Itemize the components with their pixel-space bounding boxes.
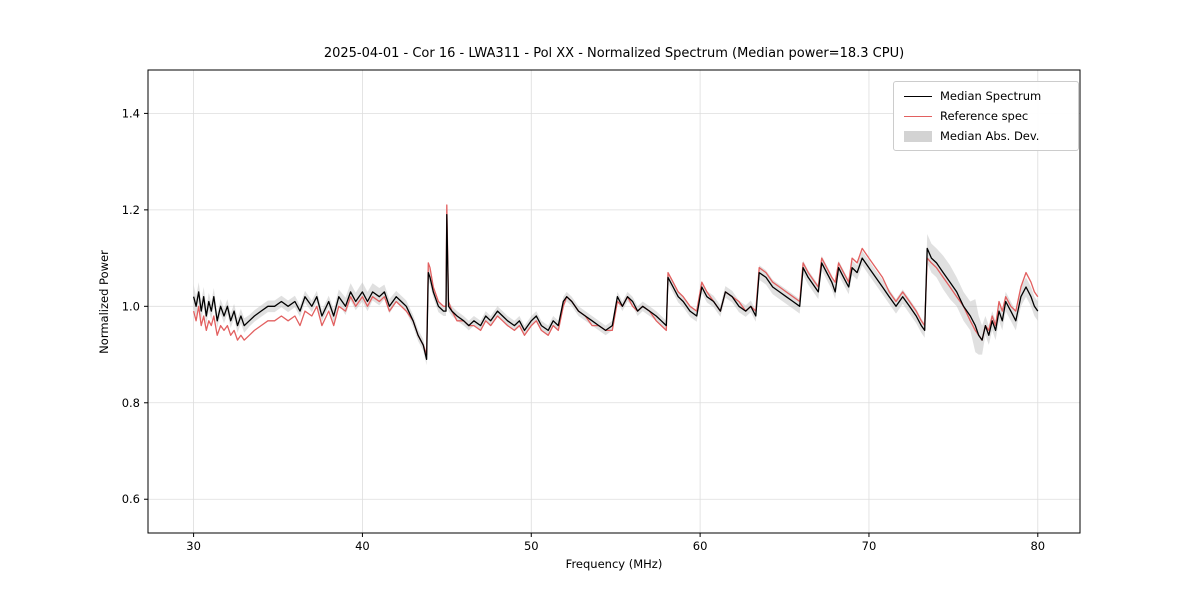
legend-label-median: Median Spectrum [940,89,1042,103]
legend-item-mad: Median Abs. Dev. [904,129,1068,143]
legend-item-median: Median Spectrum [904,89,1068,103]
tick-labels: 30 40 50 60 70 80 0.6 0.8 1.0 1.2 1.4 [122,106,1045,553]
chart-title: 2025-04-01 - Cor 16 - LWA311 - Pol XX - … [323,46,905,61]
x-tick-label: 80 [1030,539,1045,553]
y-tick-label: 1.4 [122,106,140,120]
mad-band-swatch [904,130,932,142]
y-tick-label: 1.0 [122,299,140,313]
x-tick-label: 30 [186,539,201,553]
legend-label-mad: Median Abs. Dev. [940,129,1040,143]
y-axis-label: Normalized Power [97,250,111,354]
x-tick-label: 60 [693,539,708,553]
y-tick-label: 1.2 [122,203,140,217]
y-tick-label: 0.8 [122,396,140,410]
reference-line [192,204,1039,356]
median-line [192,214,1039,361]
y-tick-label: 0.6 [122,492,140,506]
plot-border [147,69,1081,534]
median-line-swatch [904,95,932,97]
legend-label-reference: Reference spec [940,109,1029,123]
mad-band [193,208,1038,366]
x-axis-label: Frequency (MHz) [565,557,663,571]
legend-item-reference: Reference spec [904,109,1068,123]
x-tick-label: 40 [355,539,370,553]
legend: Median Spectrum Reference spec Median Ab… [893,81,1079,151]
reference-line-swatch [904,115,932,117]
x-tick-label: 50 [524,539,539,553]
x-tick-label: 70 [862,539,877,553]
